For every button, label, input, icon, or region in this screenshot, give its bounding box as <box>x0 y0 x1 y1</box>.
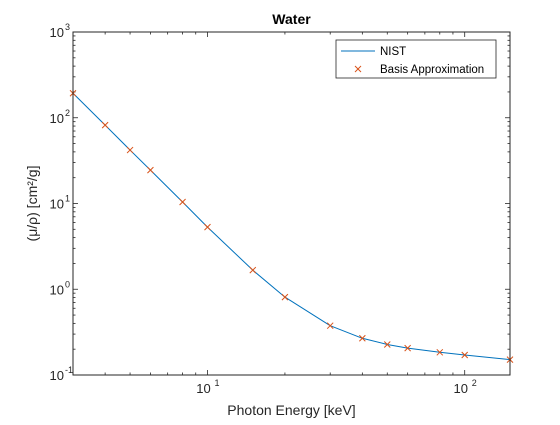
x-axis-label: Photon Energy [keV] <box>227 402 355 418</box>
ticks-layer: 10 1 10 210 -110 010 110 210 3 <box>50 22 510 396</box>
y-tick-exponent: -1 <box>65 365 73 375</box>
legend-box <box>335 39 497 79</box>
chart-title: Water <box>272 11 311 27</box>
legend-nist-label: NIST <box>380 46 406 58</box>
data-point-basis <box>179 198 186 206</box>
x-tick-label: 10 <box>453 381 467 396</box>
x-tick-exponent: 1 <box>214 378 219 388</box>
data-point-basis <box>436 348 444 356</box>
y-tick-exponent: 2 <box>65 108 70 118</box>
y-tick-exponent: 3 <box>65 22 70 32</box>
data-point-basis <box>126 146 134 154</box>
x-tick-label: 10 <box>196 381 210 396</box>
data-point-basis <box>326 322 334 330</box>
plot-area <box>73 32 510 375</box>
y-tick-exponent: 0 <box>65 279 70 289</box>
y-tick-label: 10 <box>50 25 64 40</box>
data-point-basis <box>101 121 109 129</box>
data-point-basis <box>147 166 154 174</box>
data-point-basis <box>461 351 469 359</box>
y-tick-label: 10 <box>50 197 64 212</box>
data-point-basis <box>281 293 289 301</box>
series-layer <box>69 89 514 364</box>
data-point-basis <box>249 266 257 274</box>
data-point-basis <box>404 344 411 352</box>
legend-basis-label: Basis Approximation <box>380 64 484 76</box>
y-tick-label: 10 <box>50 368 64 383</box>
data-point-basis <box>204 223 211 231</box>
data-point-basis <box>383 341 391 348</box>
data-point-basis <box>358 334 366 342</box>
y-axis-label: (μ/ρ) [cm²/g] <box>24 166 40 242</box>
legend-basis-marker <box>354 65 362 73</box>
legend: NIST Basis Approximation <box>335 39 497 79</box>
y-tick-exponent: 1 <box>65 194 70 204</box>
y-tick-label: 10 <box>50 111 64 126</box>
x-tick-exponent: 2 <box>472 378 477 388</box>
y-tick-label: 10 <box>50 282 64 297</box>
axes-box <box>72 31 511 376</box>
